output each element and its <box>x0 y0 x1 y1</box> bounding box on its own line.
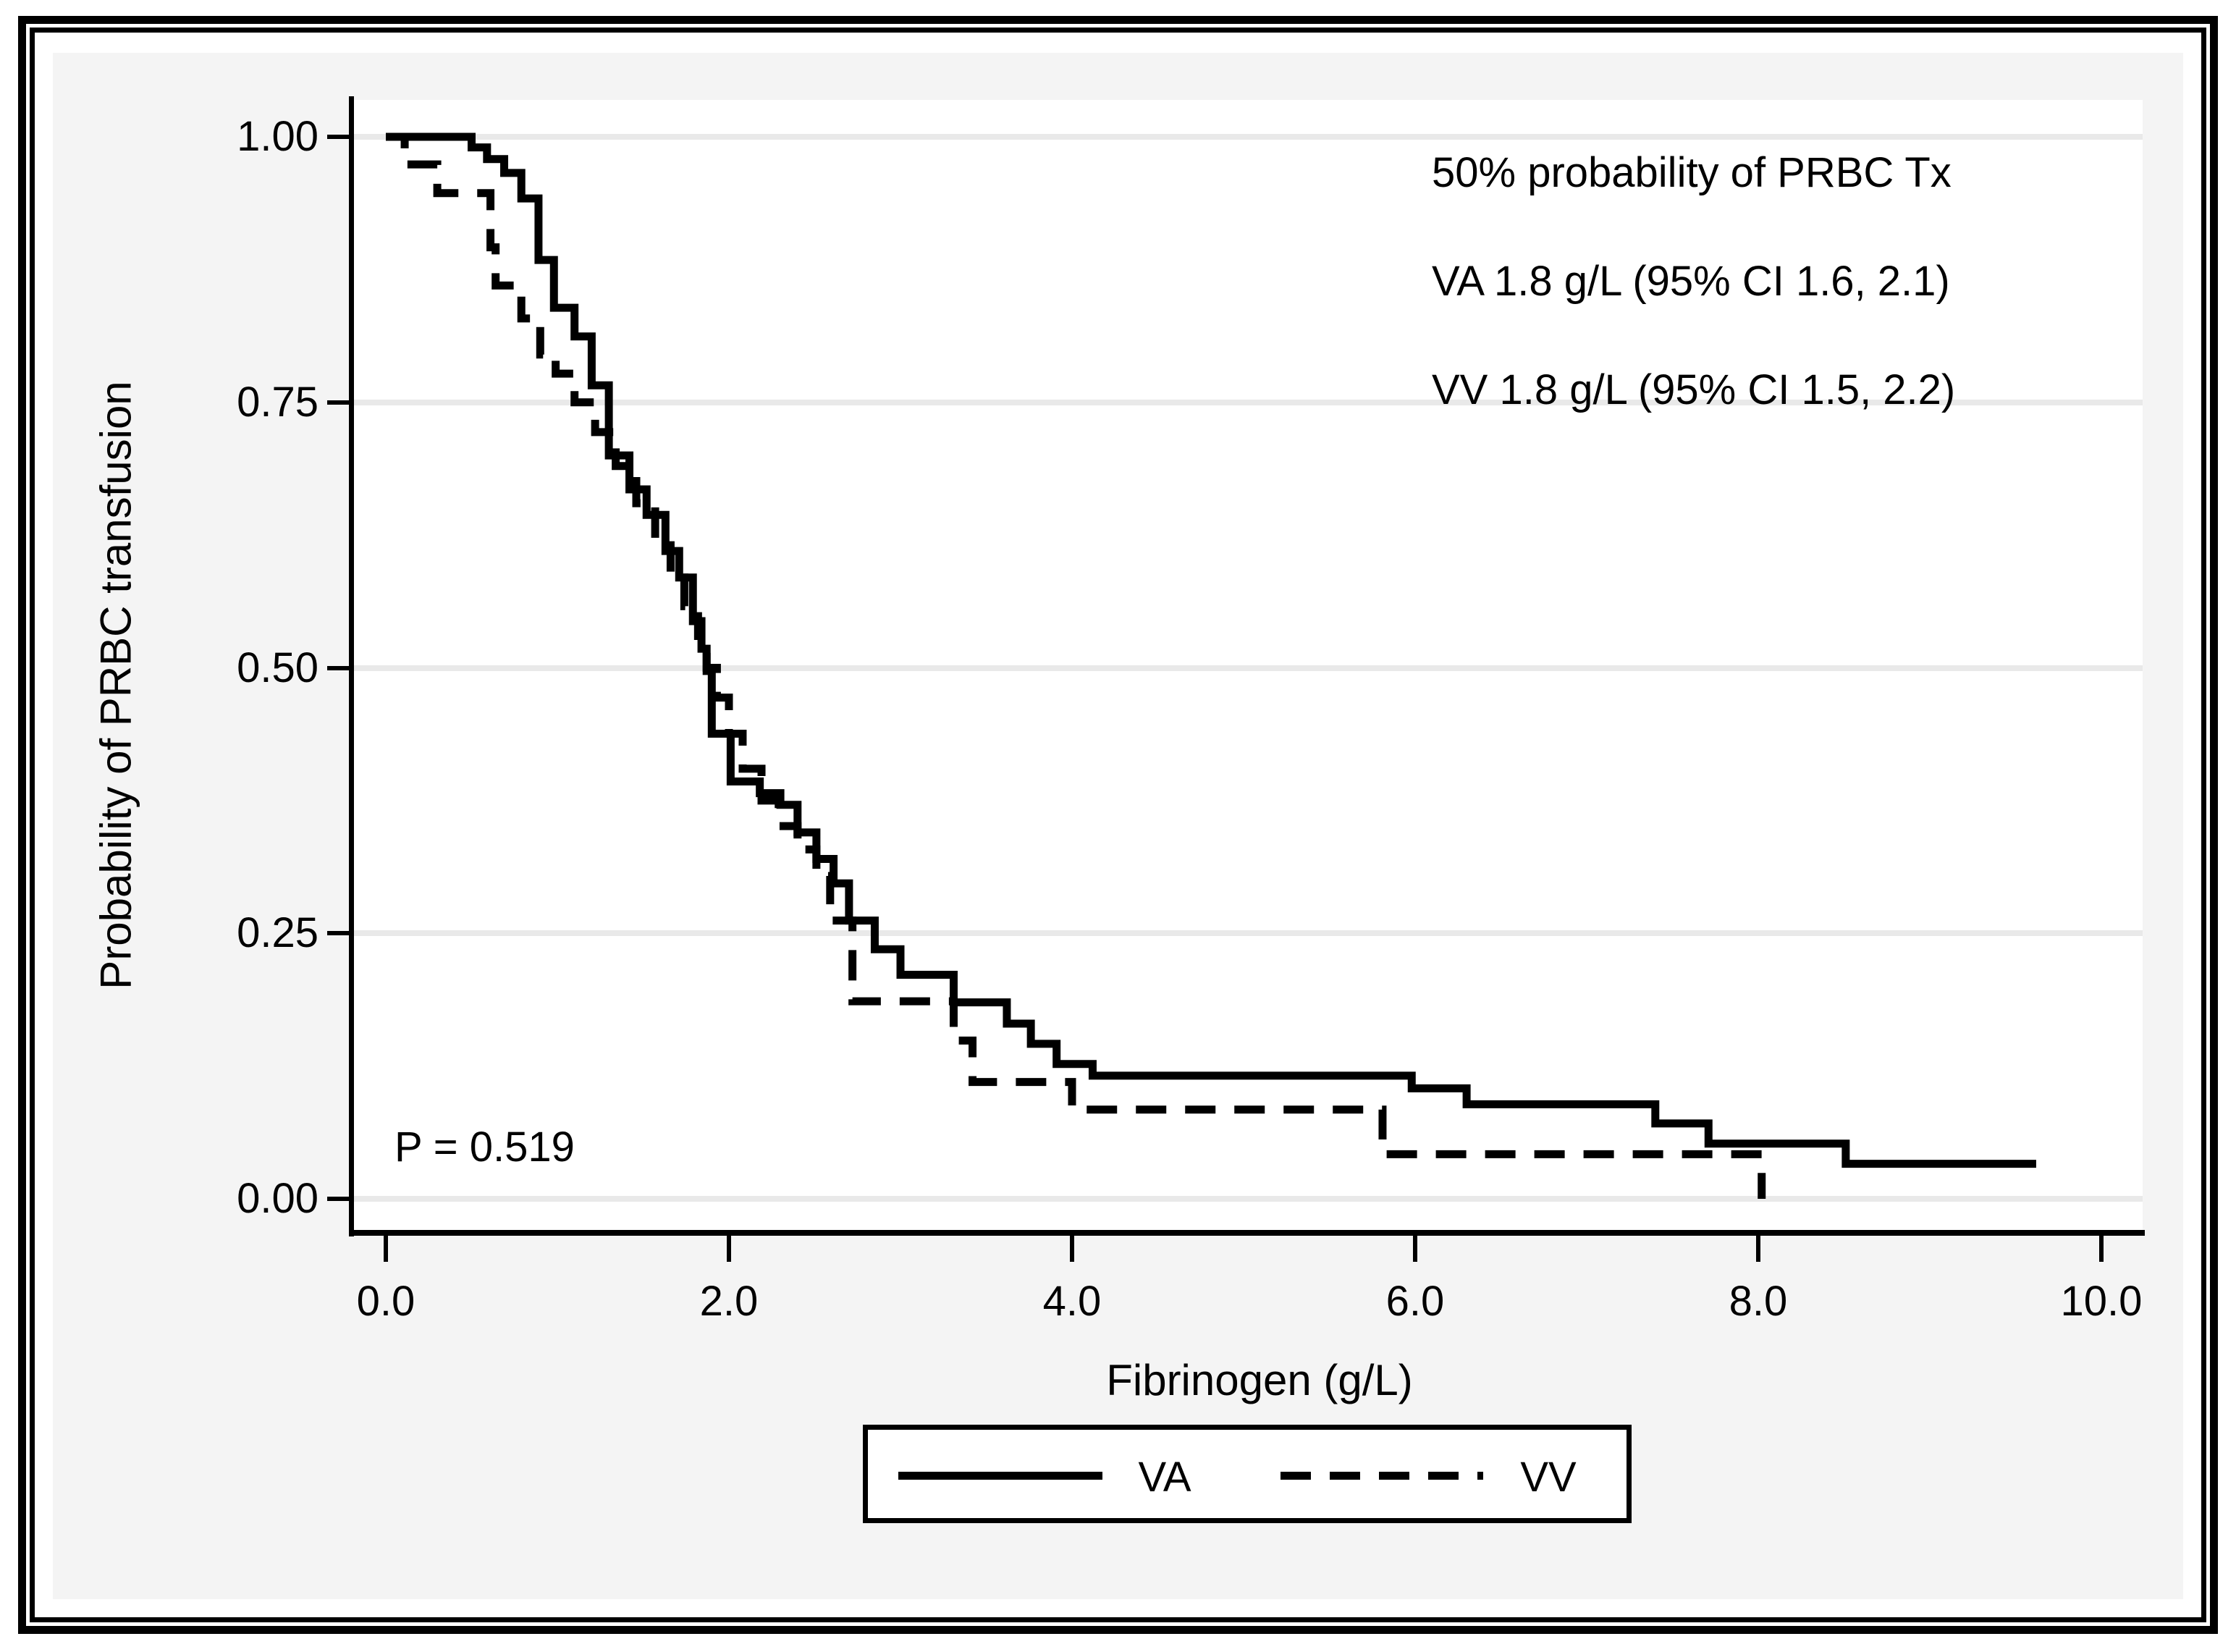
figure-outer-border <box>18 16 2218 1634</box>
legend-label-va: VA <box>1138 1454 1191 1501</box>
x-tick-label: 6.0 <box>1385 1278 1445 1325</box>
x-tick-label: 4.0 <box>1042 1278 1102 1325</box>
y-axis-line <box>349 96 354 1236</box>
annotation-line-va-ci: VA 1.8 g/L (95% CI 1.6, 2.1) <box>1432 258 1950 305</box>
legend: VA VV <box>863 1425 1632 1523</box>
x-tick-mark <box>2099 1236 2104 1262</box>
y-tick-label: 1.00 <box>237 113 318 160</box>
y-tick-mark <box>327 931 351 936</box>
x-tick-mark <box>727 1236 731 1262</box>
y-tick-mark <box>327 135 351 139</box>
legend-dashed-line-sample <box>1281 1472 1483 1480</box>
x-tick-mark <box>1413 1236 1417 1262</box>
y-tick-label: 0.25 <box>237 909 318 957</box>
y-tick-label: 0.75 <box>237 378 318 426</box>
x-axis-title: Fibrinogen (g/L) <box>1106 1356 1413 1404</box>
y-tick-mark <box>327 1197 351 1201</box>
y-tick-mark <box>327 400 351 405</box>
annotation-line-50pct: 50% probability of PRBC Tx <box>1432 149 1952 196</box>
x-tick-mark <box>384 1236 388 1262</box>
y-tick-label: 0.00 <box>237 1175 318 1222</box>
y-gridline <box>351 930 2143 937</box>
y-tick-mark <box>327 665 351 670</box>
x-tick-label: 2.0 <box>699 1278 759 1325</box>
figure-inner-border <box>30 28 2206 1622</box>
x-axis-line <box>349 1230 2145 1236</box>
x-tick-mark <box>1756 1236 1760 1262</box>
y-axis-title: Probability of PRBC transfusion <box>91 381 140 990</box>
p-value-label: P = 0.519 <box>395 1124 575 1171</box>
x-tick-label: 8.0 <box>1729 1278 1788 1325</box>
x-tick-mark <box>1070 1236 1074 1262</box>
y-tick-label: 0.50 <box>237 644 318 691</box>
annotation-line-vv-ci: VV 1.8 g/L (95% CI 1.5, 2.2) <box>1432 366 1956 413</box>
legend-solid-line-sample <box>898 1472 1102 1480</box>
y-gridline <box>351 665 2143 671</box>
legend-label-vv: VV <box>1520 1454 1577 1501</box>
annotation-block: 50% probability of PRBC Tx VA 1.8 g/L (9… <box>1432 119 1955 444</box>
x-tick-label: 0.0 <box>356 1278 415 1325</box>
y-gridline <box>351 1196 2143 1202</box>
x-tick-label: 10.0 <box>2060 1278 2143 1325</box>
